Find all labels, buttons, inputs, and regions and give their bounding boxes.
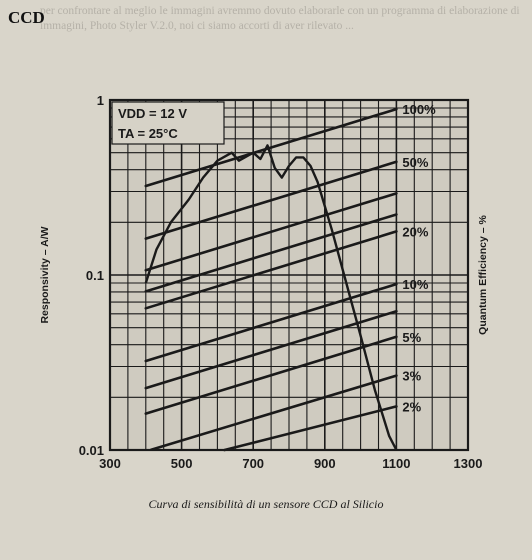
efficiency-label: 10% [402,277,428,292]
efficiency-line-1 [144,160,398,240]
efficiency-line-3 [144,213,398,293]
labels: 100% 50% 20% 10% 5% 3% 2% 300 500 700 900 1100 1300 1… [39,93,489,471]
y-tick-label: 0.1 [86,268,104,283]
x-tick-label: 1100 [382,456,410,471]
efficiency-lines [144,107,398,452]
efficiency-line-6 [144,309,398,390]
efficiency-line-4 [144,230,398,310]
plot-frame [108,98,470,452]
efficiency-label: 5% [402,330,421,345]
x-tick-label: 300 [99,456,121,471]
series [144,144,398,451]
y2-axis-label: Quantum Efficiency – % [477,215,489,335]
grid [109,100,469,451]
x-tick-label: 900 [314,456,336,471]
efficiency-line-5 [144,282,398,363]
efficiency-label: 2% [402,399,421,414]
efficiency-label: 20% [402,224,428,239]
x-tick-label: 1300 [454,456,483,471]
background-text: per confrontare al meglio le immagini av… [40,5,523,32]
efficiency-line-2 [144,192,398,272]
efficiency-label: 100% [402,102,436,117]
y-tick-label: 1 [97,93,104,108]
efficiency-label: 50% [402,155,428,170]
figure-caption: Curva di sensibilità di un sensore CCD a… [148,497,384,511]
efficiency-line-0 [144,107,398,188]
page-title: CCD [8,8,45,27]
efficiency-label: 3% [402,369,421,384]
y-axis-label: Responsivity – A/W [39,226,51,323]
efficiency-line-7 [144,335,398,415]
annotation-text: TA = 25°C [118,126,178,141]
plot-border [108,98,470,452]
annotation-box [111,101,225,145]
y-tick-label: 0.01 [79,443,104,458]
efficiency-line-9 [223,405,398,452]
x-tick-label: 700 [242,456,264,471]
annotation-text: VDD = 12 V [118,106,187,121]
efficiency-line-8 [149,374,398,451]
x-tick-label: 500 [171,456,193,471]
responsivity-curve-0 [144,144,398,451]
